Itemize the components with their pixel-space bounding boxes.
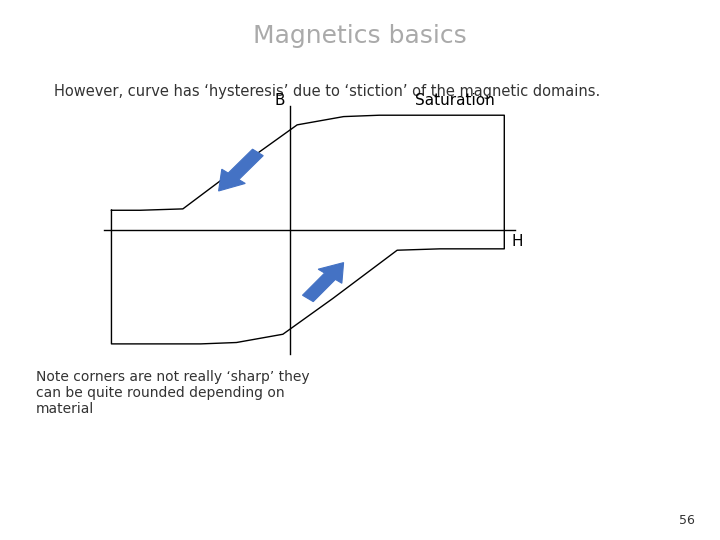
- Text: B: B: [274, 93, 284, 109]
- FancyArrow shape: [302, 262, 343, 302]
- Text: Note corners are not really ‘sharp’ they
can be quite rounded depending on
mater: Note corners are not really ‘sharp’ they…: [36, 370, 310, 416]
- Text: Saturation: Saturation: [415, 93, 495, 109]
- Text: 56: 56: [679, 514, 695, 526]
- FancyArrow shape: [219, 149, 264, 191]
- Text: However, curve has ‘hysteresis’ due to ‘stiction’ of the magnetic domains.: However, curve has ‘hysteresis’ due to ‘…: [54, 84, 600, 99]
- Text: H: H: [511, 234, 523, 249]
- Text: Magnetics basics: Magnetics basics: [253, 24, 467, 48]
